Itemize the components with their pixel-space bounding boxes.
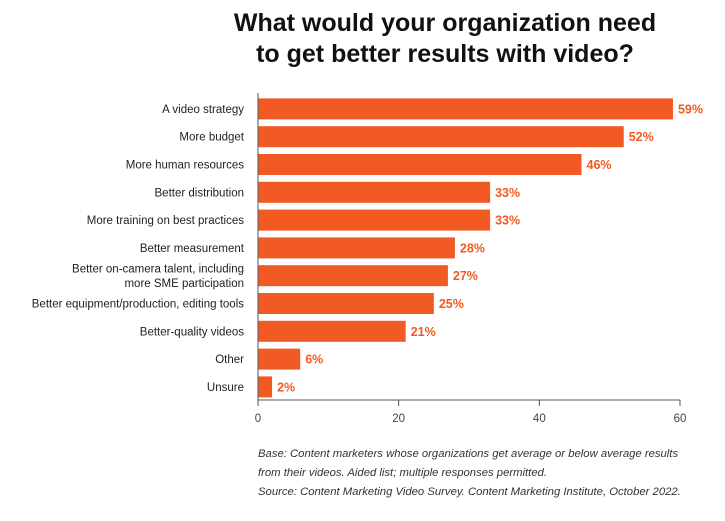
- category-label: More training on best practices: [87, 215, 244, 227]
- bar: [258, 293, 434, 314]
- category-labels: A video strategy More budget More human re…: [32, 104, 245, 394]
- data-label: 46%: [587, 158, 612, 172]
- bar: [258, 237, 455, 258]
- category-label: Better equipment/production, editing too…: [32, 299, 244, 311]
- data-label: 28%: [460, 241, 485, 255]
- bar: [258, 98, 673, 119]
- bar: [258, 265, 448, 286]
- category-label: Unsure: [207, 382, 244, 394]
- base-note-line-1: Base: Content marketers whose organizati…: [258, 448, 678, 460]
- category-label: Better measurement: [140, 243, 245, 255]
- x-tick-label: 60: [674, 413, 687, 425]
- category-label: Better-quality videos: [140, 326, 244, 338]
- base-note: Base: Content marketers whose organizati…: [258, 445, 718, 483]
- category-label: A video strategy: [162, 104, 244, 116]
- data-label: 59%: [678, 102, 703, 116]
- data-label: 25%: [439, 297, 464, 311]
- category-label: Better distribution: [155, 187, 245, 199]
- bar-chart: A video strategy More budget More human re…: [0, 0, 725, 440]
- category-label: More budget: [179, 132, 244, 144]
- bar: [258, 182, 490, 203]
- data-label: 52%: [629, 130, 654, 144]
- data-label: 21%: [411, 325, 436, 339]
- x-tick-label: 20: [392, 413, 405, 425]
- bar: [258, 376, 272, 397]
- category-label: more SME participation: [124, 278, 244, 290]
- x-tick-label: 40: [533, 413, 546, 425]
- data-label: 33%: [495, 214, 520, 228]
- bar: [258, 126, 624, 147]
- bar: [258, 349, 300, 370]
- x-tick-label: 0: [255, 413, 261, 425]
- category-label: Other: [215, 354, 244, 366]
- category-label: Better on-camera talent, including: [72, 263, 244, 275]
- bar: [258, 154, 582, 175]
- category-label: More human resources: [126, 160, 244, 172]
- data-label: 6%: [305, 353, 323, 367]
- base-note-line-2: from their videos. Aided list; multiple …: [258, 467, 547, 479]
- data-label: 33%: [495, 186, 520, 200]
- source-note: Source: Content Marketing Video Survey. …: [258, 483, 718, 502]
- bar: [258, 210, 490, 231]
- data-label: 27%: [453, 269, 478, 283]
- bar: [258, 321, 406, 342]
- data-label: 2%: [277, 380, 295, 394]
